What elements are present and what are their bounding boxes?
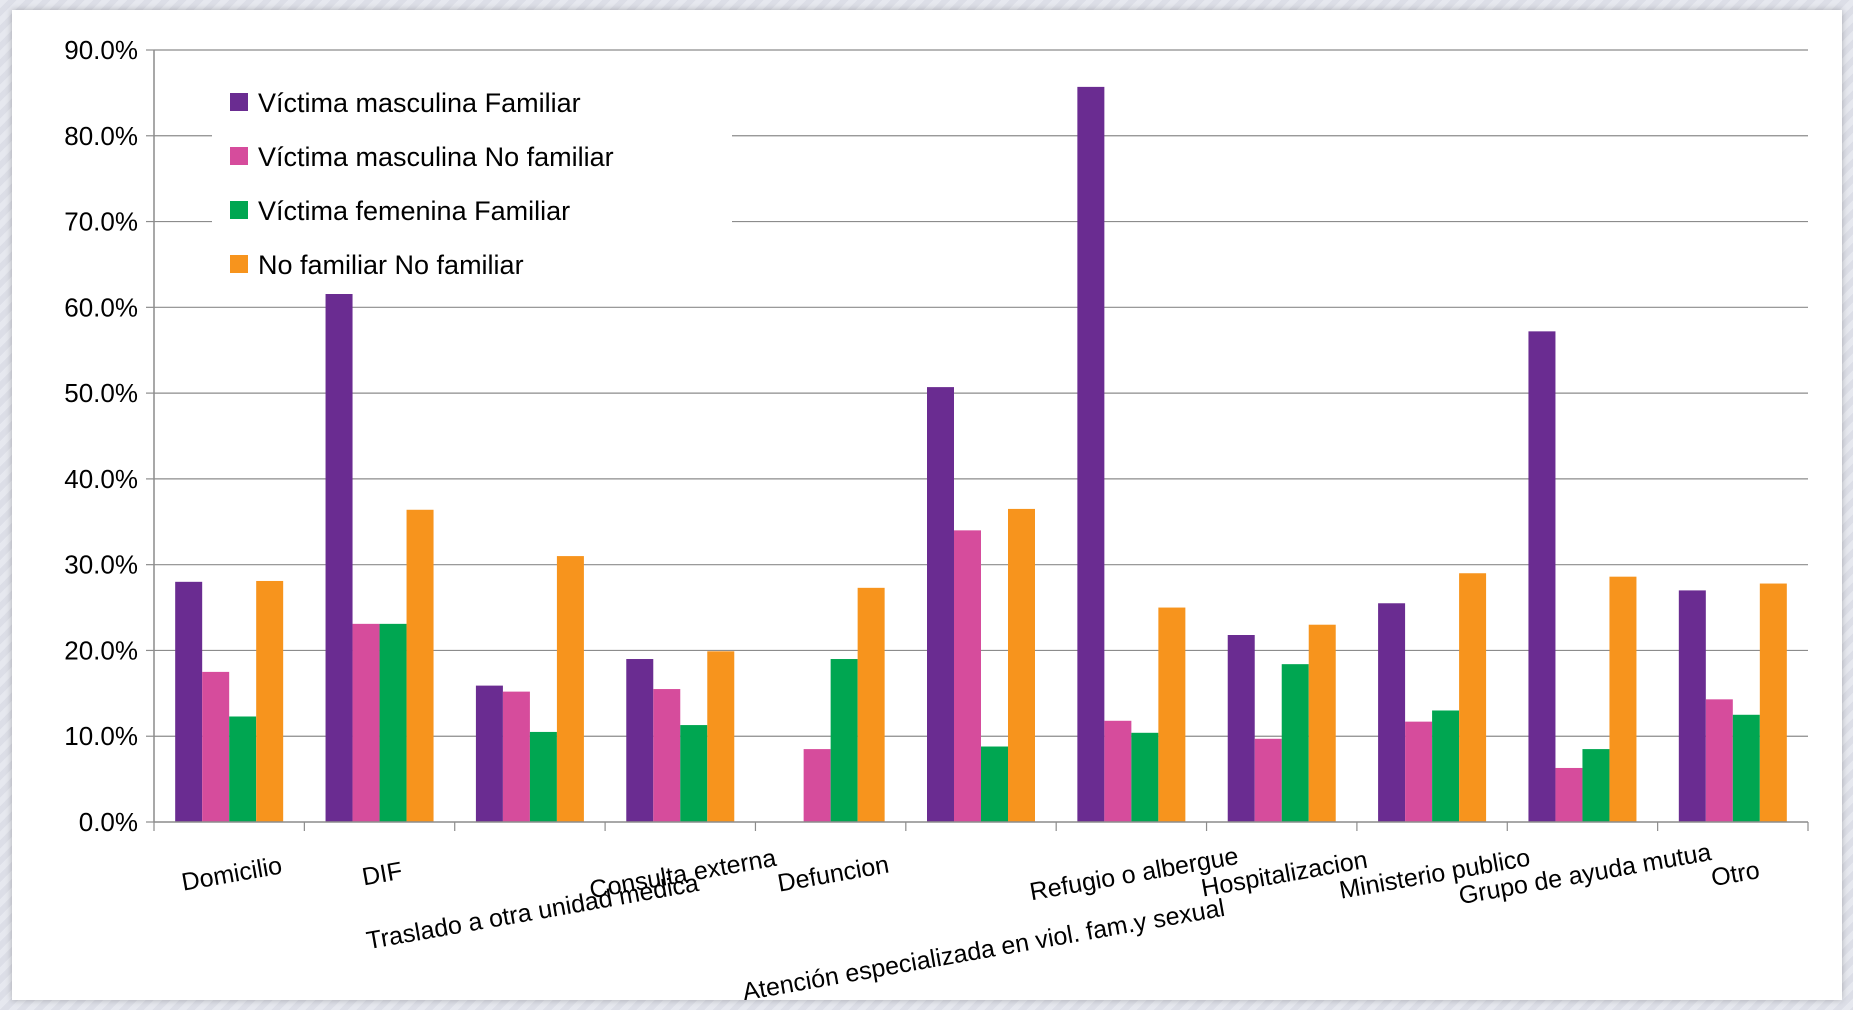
bar-1 <box>626 659 654 822</box>
bar-1 <box>1378 603 1406 822</box>
bar-1 <box>175 581 203 822</box>
y-tick-label: 20.0% <box>64 635 138 665</box>
bar-3 <box>1582 749 1610 822</box>
bar-1 <box>325 288 353 822</box>
bar-3 <box>1281 664 1309 822</box>
y-tick-label: 10.0% <box>64 721 138 751</box>
y-tick-label: 90.0% <box>64 35 138 65</box>
y-tick-label: 40.0% <box>64 464 138 494</box>
legend-label-2: Víctima masculina No familiar <box>258 142 614 172</box>
bar-2 <box>202 671 230 822</box>
bar-4 <box>256 580 284 822</box>
bar-1 <box>1528 331 1556 822</box>
bar-3 <box>680 725 708 822</box>
legend-background <box>212 76 732 294</box>
bar-2 <box>653 689 681 822</box>
legend-label-1: Víctima masculina Familiar <box>258 88 581 118</box>
legend-label-3: Víctima femenina Familiar <box>258 196 570 226</box>
bar-3 <box>229 716 257 822</box>
bar-2 <box>803 749 831 822</box>
bar-4 <box>1459 573 1487 822</box>
y-tick-label: 70.0% <box>64 207 138 237</box>
legend-swatch-2 <box>230 147 248 165</box>
bar-3 <box>529 731 557 822</box>
legend: Víctima masculina Familiar Víctima mascul… <box>212 76 732 294</box>
bar-2 <box>1254 738 1282 822</box>
bar-4 <box>1759 583 1787 822</box>
legend-swatch-4 <box>230 255 248 273</box>
bar-1 <box>927 387 954 822</box>
x-tick-label: DIF <box>360 857 405 892</box>
bar-3 <box>1131 732 1159 822</box>
legend-swatch-3 <box>230 201 248 219</box>
bar-2 <box>502 691 530 822</box>
bar-4 <box>556 556 584 822</box>
legend-swatch-1 <box>230 93 248 111</box>
y-axis-ticks: 0.0% 10.0% 20.0% 30.0% 40.0% 50.0% 60.0% 70.0% 8… <box>64 35 138 837</box>
bar-4 <box>707 651 735 822</box>
bar-4 <box>857 587 885 822</box>
chart-panel: 0.0% 10.0% 20.0% 30.0% 40.0% 50.0% 60.0% 70.0% 8… <box>12 10 1842 1006</box>
bar-4 <box>1008 508 1035 822</box>
bar-4 <box>1308 624 1336 822</box>
y-tick-label: 60.0% <box>64 292 138 322</box>
bar-1 <box>1678 590 1706 822</box>
bar-3 <box>830 659 858 822</box>
y-tick-label: 80.0% <box>64 121 138 151</box>
legend-label-4: No familiar No familiar <box>258 250 524 280</box>
bar-3 <box>1432 710 1460 822</box>
y-tick-label: 30.0% <box>64 550 138 580</box>
bar-2 <box>954 530 981 822</box>
x-tick-label: Defuncion <box>775 851 891 898</box>
y-tick-label: 0.0% <box>79 807 138 837</box>
x-tick-label: Atención especializada en viol. fam.y se… <box>740 894 1227 1000</box>
bar-4 <box>1158 607 1186 822</box>
bar-2 <box>1405 721 1433 822</box>
bar-3 <box>379 623 407 822</box>
bar-4 <box>1609 576 1637 822</box>
bar-2 <box>1705 699 1733 822</box>
bar-3 <box>981 746 1008 822</box>
bars <box>175 86 1787 822</box>
axes <box>146 49 1809 831</box>
bar-2 <box>352 623 380 822</box>
bar-2 <box>1104 720 1132 822</box>
bar-1 <box>1227 635 1255 822</box>
bar-3 <box>1732 714 1760 822</box>
x-tick-label: Domicilio <box>179 852 284 897</box>
bar-2 <box>1555 767 1583 822</box>
x-tick-label: Otro <box>1709 856 1762 892</box>
bar-1 <box>475 685 503 822</box>
bar-chart: 0.0% 10.0% 20.0% 30.0% 40.0% 50.0% 60.0% 70.0% 8… <box>64 35 1809 1006</box>
bar-1 <box>1077 86 1105 822</box>
bar-4 <box>406 509 434 822</box>
y-tick-label: 50.0% <box>64 378 138 408</box>
